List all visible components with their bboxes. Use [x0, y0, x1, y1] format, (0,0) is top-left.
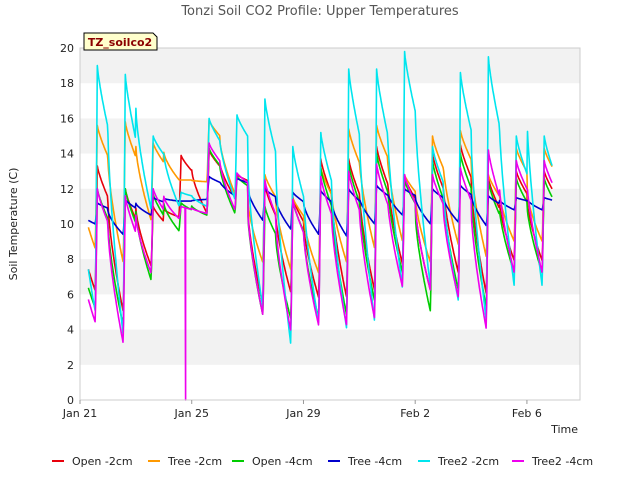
- legend-label: Open -2cm: [72, 455, 133, 468]
- x-axis-label: Time: [550, 423, 578, 436]
- legend-label: Tree -4cm: [347, 455, 402, 468]
- plot-area: [79, 47, 581, 401]
- grid-band: [80, 48, 580, 84]
- y-axis-label: Soil Temperature (C): [7, 168, 20, 281]
- legend-label: Tree2 -4cm: [531, 455, 593, 468]
- legend-label: Tree -2cm: [167, 455, 222, 468]
- site-badge-box: [83, 32, 158, 51]
- chart-title: Tonzi Soil CO2 Profile: Upper Temperatur…: [180, 4, 459, 19]
- x-axis: Jan 21 Jan 25 Jan 29 Feb 2 Feb 6: [62, 400, 542, 420]
- legend-label: Open -4cm: [252, 455, 313, 468]
- y-tick-label: 16: [60, 112, 74, 125]
- x-tick-label: Jan 21: [62, 407, 97, 420]
- series-layer: [87, 50, 553, 401]
- series-line-tree2-4cm: [87, 142, 553, 401]
- x-tick-label: Jan 25: [174, 407, 209, 420]
- site-badge: TZ_soilco2: [83, 32, 158, 51]
- y-tick-label: 12: [60, 183, 74, 196]
- y-tick-label: 20: [60, 42, 74, 55]
- legend-label: Tree2 -2cm: [437, 455, 499, 468]
- grid-band: [80, 118, 580, 154]
- y-axis: 0 2 4 6 8 10 12 14 16 18 20: [60, 42, 74, 407]
- y-tick-label: 2: [67, 359, 74, 372]
- site-badge-label: TZ_soilco2: [88, 36, 152, 49]
- grid-bands: [80, 48, 580, 365]
- y-tick-label: 0: [67, 394, 74, 407]
- grid-band: [80, 329, 580, 365]
- legend: Open -2cm Tree -2cm Open -4cm Tree -4cm Tree…: [52, 455, 593, 468]
- x-tick-label: Feb 2: [400, 407, 430, 420]
- grid-band: [80, 259, 580, 295]
- y-tick-label: 14: [60, 148, 74, 161]
- y-tick-label: 8: [67, 253, 74, 266]
- y-tick-label: 6: [67, 288, 74, 301]
- x-tick-label: Jan 29: [285, 407, 320, 420]
- y-tick-label: 10: [60, 218, 74, 231]
- y-tick-label: 18: [60, 77, 74, 90]
- y-tick-label: 4: [67, 324, 74, 337]
- plot-border: [79, 47, 581, 401]
- x-tick-label: Feb 6: [512, 407, 542, 420]
